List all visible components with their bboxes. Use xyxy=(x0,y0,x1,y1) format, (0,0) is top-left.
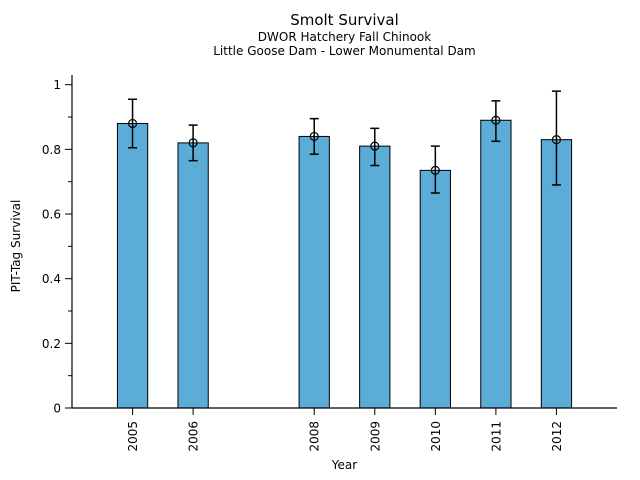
marker-2008 xyxy=(309,131,319,142)
marker-2005 xyxy=(127,118,138,129)
marker-2012 xyxy=(551,135,562,145)
y-tick-label-0.2: 0.2 xyxy=(42,337,61,351)
x-tick-label-2005: 2005 xyxy=(126,421,140,452)
bar-2006 xyxy=(177,142,209,409)
x-tick-label-2010: 2010 xyxy=(429,421,443,452)
chart-title: Smolt Survival xyxy=(290,11,399,29)
x-tick-label-2008: 2008 xyxy=(308,421,322,452)
marker-2010 xyxy=(430,165,440,175)
y-tick-label-0.6: 0.6 xyxy=(42,208,61,222)
y-tick-label-0.4: 0.4 xyxy=(42,272,61,286)
x-tick-label-2012: 2012 xyxy=(550,421,564,452)
marker-2011 xyxy=(491,115,501,125)
y-axis-label: PIT-Tag Survival xyxy=(9,200,23,293)
bar-2009 xyxy=(359,145,391,409)
marker-2009 xyxy=(370,141,380,151)
chart-subtitle-2: Little Goose Dam - Lower Monumental Dam xyxy=(213,44,475,58)
y-tick-label-0: 0 xyxy=(53,402,61,416)
x-tick-label-2006: 2006 xyxy=(187,421,201,452)
bar-2008 xyxy=(298,135,330,409)
bar-2010 xyxy=(419,169,451,409)
bar-2005 xyxy=(116,122,149,409)
y-tick-label-0.8: 0.8 xyxy=(42,143,61,157)
x-axis-label: Year xyxy=(331,458,357,472)
chart-subtitle-1: DWOR Hatchery Fall Chinook xyxy=(258,30,431,44)
marker-2006 xyxy=(188,138,198,148)
y-tick-label-1: 1 xyxy=(53,78,61,92)
bar-2011 xyxy=(480,119,512,409)
plot-area: 2005 2006 2008 2009 2010 2011 2012 0 0.2 0.4 0.6 0.… xyxy=(42,75,617,452)
x-tick-label-2011: 2011 xyxy=(489,421,503,452)
x-tick-label-2009: 2009 xyxy=(368,421,382,452)
